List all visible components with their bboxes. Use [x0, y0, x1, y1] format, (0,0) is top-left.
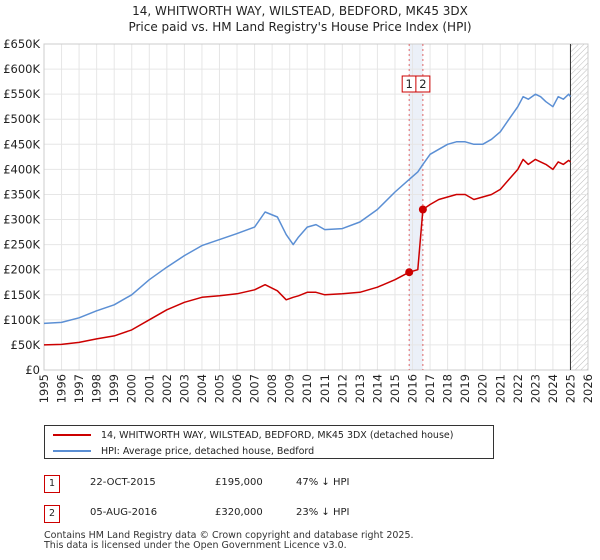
- transaction-hpi: 23% ↓ HPI: [296, 507, 350, 518]
- x-tick-label: 2024: [546, 374, 560, 403]
- x-tick-label: 2012: [335, 374, 349, 403]
- y-tick-label: £550K: [3, 87, 40, 101]
- chart-marker-box-1: 1: [401, 75, 417, 93]
- legend-item-hpi: HPI: Average price, detached house, Bedf…: [45, 443, 314, 459]
- transaction-point-2: [418, 205, 427, 214]
- y-tick-label: £350K: [3, 187, 40, 201]
- x-tick-label: 2023: [528, 374, 542, 403]
- transaction-date: 05-AUG-2016: [90, 507, 158, 518]
- x-tick-label: 1995: [37, 374, 51, 403]
- legend-label-property: 14, WHITWORTH WAY, WILSTEAD, BEDFORD, MK…: [101, 429, 454, 441]
- y-tick-label: £300K: [3, 213, 40, 227]
- x-tick-label: 2004: [195, 374, 209, 403]
- y-tick-label: £650K: [3, 37, 40, 51]
- chart-marker-box-2: 2: [415, 75, 431, 93]
- x-tick-label: 2018: [441, 374, 455, 403]
- legend-swatch-hpi: [53, 450, 91, 452]
- series-line-property: [43, 158, 571, 346]
- x-tick-label: 2020: [476, 374, 490, 403]
- legend-label-hpi: HPI: Average price, detached house, Bedf…: [101, 445, 315, 457]
- x-tick-label: 2002: [160, 374, 174, 403]
- x-tick-label: 2017: [423, 374, 437, 403]
- footer-line: This data is licensed under the Open Gov…: [44, 540, 347, 551]
- y-tick-label: £250K: [3, 238, 40, 252]
- y-tick-label: £150K: [3, 288, 40, 302]
- chart-subtitle: Price paid vs. HM Land Registry's House …: [128, 20, 472, 34]
- x-tick-label: 2008: [265, 374, 279, 403]
- price-chart: 1 2 £0 £50K £100K £150K £200K £250K £300K £350K £4…: [3, 37, 595, 403]
- chart-marker-frame: [415, 75, 431, 93]
- chart-marker-label: 2: [419, 77, 426, 91]
- transaction-date: 22-OCT-2015: [90, 477, 156, 488]
- transaction-marker: 1: [44, 475, 60, 493]
- x-tick-label: 2005: [212, 374, 226, 403]
- y-tick-label: £600K: [3, 62, 40, 76]
- x-tick-label: 2011: [318, 374, 332, 403]
- x-tick-label: 1996: [55, 374, 69, 403]
- x-tick-label: 2006: [230, 374, 244, 403]
- x-tick-label: 2010: [300, 374, 314, 403]
- x-tick-label: 2000: [125, 374, 139, 403]
- x-tick-label: 2022: [511, 374, 525, 403]
- y-tick-label: £50K: [11, 338, 41, 352]
- transaction-point-1: [405, 268, 414, 277]
- legend-swatch-property: [53, 434, 91, 436]
- x-tick-label: 2013: [353, 374, 367, 403]
- y-tick-label: £500K: [3, 112, 40, 126]
- transaction-marker: 2: [44, 505, 60, 523]
- x-tick-label: 2019: [458, 374, 472, 403]
- transaction-price: £195,000: [215, 477, 263, 488]
- x-tick-label: 2021: [493, 374, 507, 403]
- x-tick-label: 2001: [142, 374, 156, 403]
- y-tick-label: £200K: [3, 263, 40, 277]
- y-tick-label: £0: [25, 363, 40, 377]
- y-tick-label: £100K: [3, 313, 40, 327]
- y-tick-label: £400K: [3, 162, 40, 176]
- x-tick-label: 2015: [388, 374, 402, 403]
- x-tick-label: 2016: [406, 374, 420, 403]
- x-tick-label: 1999: [107, 374, 121, 403]
- y-tick-label: £450K: [3, 137, 40, 151]
- series-line-hpi: [43, 93, 572, 325]
- transaction-price: £320,000: [215, 507, 263, 518]
- forecast-hatch-region: [570, 44, 588, 370]
- legend: 14, WHITWORTH WAY, WILSTEAD, BEDFORD, MK…: [44, 425, 494, 459]
- x-tick-label: 2026: [581, 374, 595, 403]
- transaction-hpi: 47% ↓ HPI: [296, 477, 350, 488]
- chart-marker-label: 1: [406, 77, 413, 91]
- x-tick-label: 2025: [563, 374, 577, 403]
- footer: Contains HM Land Registry data © Crown c…: [44, 531, 414, 551]
- chart-title-block: 14, WHITWORTH WAY, WILSTEAD, BEDFORD, MK…: [0, 3, 600, 35]
- chart-title: 14, WHITWORTH WAY, WILSTEAD, BEDFORD, MK…: [132, 4, 468, 18]
- footer-line: Contains HM Land Registry data © Crown c…: [44, 530, 414, 541]
- x-tick-label: 2007: [248, 374, 262, 403]
- x-tick-label: 1998: [90, 374, 104, 403]
- x-tick-label: 2003: [177, 374, 191, 403]
- x-tick-label: 2014: [370, 374, 384, 403]
- legend-item-property: 14, WHITWORTH WAY, WILSTEAD, BEDFORD, MK…: [45, 427, 453, 443]
- x-tick-label: 1997: [72, 374, 86, 403]
- x-tick-label: 2009: [283, 374, 297, 403]
- plot-area: [44, 44, 588, 370]
- plot-border: [43, 43, 589, 371]
